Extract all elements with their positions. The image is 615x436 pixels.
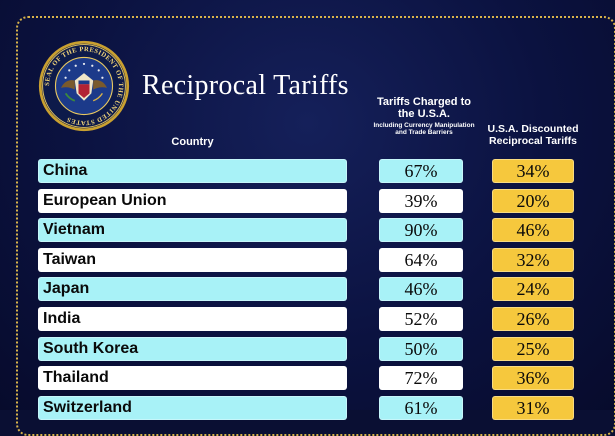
discounted-tariff-cell: 25% (492, 337, 574, 361)
country-cell: European Union (38, 189, 347, 213)
country-cell: Japan (38, 277, 347, 301)
page-title: Reciprocal Tariffs (142, 70, 349, 101)
discounted-tariff-cell: 46% (492, 218, 574, 242)
tariff-charged-cell: 50% (379, 337, 463, 361)
table-row: South Korea 50% 25% (0, 337, 615, 361)
table-row: India 52% 26% (0, 307, 615, 331)
discounted-tariff-cell: 36% (492, 366, 574, 390)
country-cell: Taiwan (38, 248, 347, 272)
table-row: Vietnam 90% 46% (0, 218, 615, 242)
tariff-charged-cell: 52% (379, 307, 463, 331)
country-cell: India (38, 307, 347, 331)
discounted-tariff-cell: 32% (492, 248, 574, 272)
discounted-tariff-cell: 31% (492, 396, 574, 420)
discounted-tariff-cell: 26% (492, 307, 574, 331)
presidential-seal-icon: SEAL OF THE PRESIDENT OF THE UNITED STAT… (38, 40, 130, 132)
discounted-tariff-cell: 20% (492, 189, 574, 213)
country-cell: Vietnam (38, 218, 347, 242)
header-tariffs-charged-sub: Including Currency Manipulation and Trad… (373, 121, 475, 137)
header-tariffs-charged-main: Tariffs Charged to the U.S.A. (377, 96, 471, 121)
table-row: Thailand 72% 36% (0, 366, 615, 390)
discounted-tariff-cell: 34% (492, 159, 574, 183)
table-row: European Union 39% 20% (0, 189, 615, 213)
tariff-charged-cell: 64% (379, 248, 463, 272)
discounted-tariff-cell: 24% (492, 277, 574, 301)
tariff-charged-cell: 39% (379, 189, 463, 213)
country-cell: South Korea (38, 337, 347, 361)
tariff-charged-cell: 90% (379, 218, 463, 242)
tariff-charged-cell: 72% (379, 366, 463, 390)
tariff-charged-cell: 46% (379, 277, 463, 301)
country-cell: Thailand (38, 366, 347, 390)
table-row: China 67% 34% (0, 159, 615, 183)
header-tariffs-charged: Tariffs Charged to the U.S.A. Including … (372, 96, 476, 137)
country-cell: Switzerland (38, 396, 347, 420)
table-row: Taiwan 64% 32% (0, 248, 615, 272)
table-row: Switzerland 61% 31% (0, 396, 615, 420)
table-row: Japan 46% 24% (0, 277, 615, 301)
country-cell: China (38, 159, 347, 183)
header-country: Country (171, 136, 214, 148)
tariff-charged-cell: 67% (379, 159, 463, 183)
header-discounted-tariffs: U.S.A. Discounted Reciprocal Tariffs (487, 123, 579, 147)
tariff-charged-cell: 61% (379, 396, 463, 420)
